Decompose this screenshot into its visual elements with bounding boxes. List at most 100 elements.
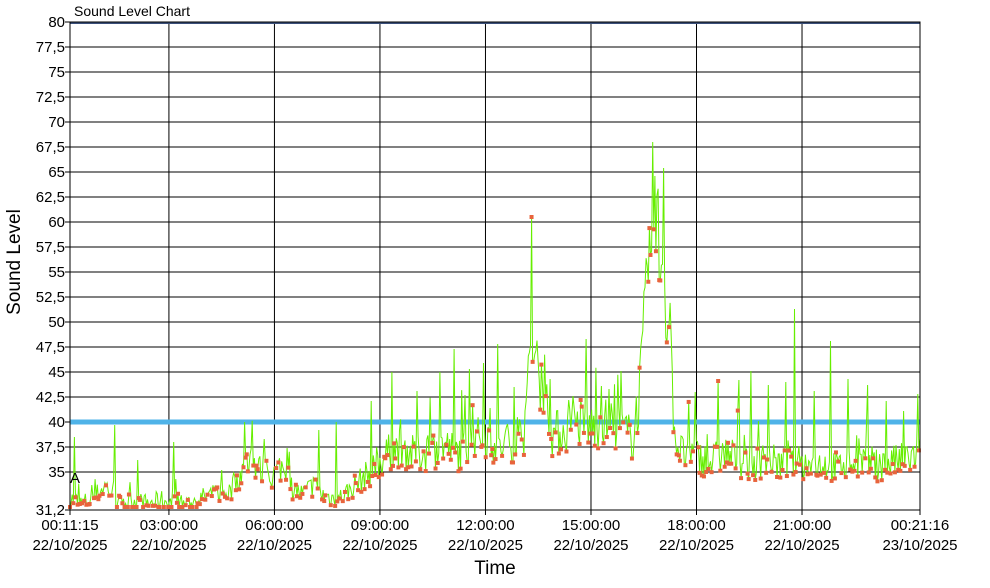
data-point-marker xyxy=(169,505,174,509)
data-point-marker xyxy=(588,431,593,436)
data-point-marker xyxy=(755,446,760,451)
data-point-marker xyxy=(549,436,554,441)
data-point-marker xyxy=(430,440,435,445)
data-point-marker xyxy=(251,463,256,468)
x-tick-time: 09:00:00 xyxy=(351,517,409,534)
data-point-marker xyxy=(697,470,702,475)
chart-title: Sound Level Chart xyxy=(74,3,190,19)
x-axis-ticks: 00:11:15 22/10/2025 03:00:00 22/10/2025 06:0… xyxy=(32,510,958,554)
data-point-marker xyxy=(286,465,291,470)
data-point-marker xyxy=(469,442,474,447)
data-point-marker xyxy=(489,453,494,458)
data-point-marker xyxy=(413,459,418,464)
data-point-marker xyxy=(793,469,798,474)
data-point-marker xyxy=(322,499,327,504)
data-point-marker xyxy=(290,497,295,502)
data-point-marker xyxy=(543,394,548,399)
data-point-marker xyxy=(794,461,799,466)
data-point-marker xyxy=(651,227,656,232)
data-point-marker xyxy=(278,478,283,483)
data-point-marker xyxy=(217,498,222,503)
y-tick-label: 75 xyxy=(48,64,65,81)
y-tick-label: 60 xyxy=(48,214,65,231)
data-point-marker xyxy=(426,451,431,456)
data-point-marker xyxy=(84,502,89,507)
data-point-marker xyxy=(244,452,249,457)
data-point-marker xyxy=(731,443,736,448)
data-point-marker xyxy=(483,455,488,460)
data-point-marker xyxy=(863,456,868,461)
data-point-marker xyxy=(712,444,717,449)
data-point-marker xyxy=(908,467,913,472)
data-point-marker xyxy=(131,505,136,509)
data-point-marker xyxy=(215,485,220,490)
data-point-marker xyxy=(399,463,404,468)
data-point-marker xyxy=(860,470,865,475)
data-point-marker xyxy=(511,460,516,465)
data-point-marker xyxy=(671,430,676,435)
data-point-marker xyxy=(380,472,385,477)
data-point-marker xyxy=(328,503,333,508)
data-point-marker xyxy=(411,444,416,449)
x-tick-date: 22/10/2025 xyxy=(32,537,107,554)
data-point-marker xyxy=(313,477,318,482)
data-point-marker xyxy=(385,453,390,458)
data-point-marker xyxy=(725,440,730,445)
data-point-marker xyxy=(764,470,769,475)
data-point-marker xyxy=(586,440,591,445)
data-point-marker xyxy=(288,487,293,492)
data-point-marker xyxy=(683,463,688,468)
data-point-marker xyxy=(590,431,595,436)
data-point-marker xyxy=(372,461,377,466)
data-point-marker xyxy=(303,485,308,490)
series-markers xyxy=(68,215,921,509)
data-point-marker xyxy=(157,505,162,509)
data-point-marker xyxy=(388,467,393,472)
data-point-marker xyxy=(848,467,853,472)
data-point-marker xyxy=(401,445,406,450)
data-point-marker xyxy=(96,497,101,502)
data-point-marker xyxy=(441,456,446,461)
data-point-marker xyxy=(541,410,546,415)
data-point-marker xyxy=(239,481,244,486)
data-point-marker xyxy=(898,468,903,473)
data-point-marker xyxy=(146,503,151,508)
data-point-marker xyxy=(646,279,651,284)
data-point-marker xyxy=(833,450,838,455)
data-point-marker xyxy=(75,502,80,507)
data-point-marker xyxy=(782,448,787,453)
data-point-marker xyxy=(871,456,876,461)
data-point-marker xyxy=(733,466,738,471)
y-tick-label: 72,5 xyxy=(36,89,65,106)
data-point-marker xyxy=(739,476,744,481)
data-point-marker xyxy=(493,457,498,462)
data-point-marker xyxy=(393,456,398,461)
data-point-marker xyxy=(564,449,569,454)
data-point-marker xyxy=(706,466,711,471)
data-point-marker xyxy=(458,466,463,471)
data-point-marker xyxy=(784,474,789,479)
data-point-marker xyxy=(832,476,837,481)
data-point-marker xyxy=(912,464,917,469)
data-point-marker xyxy=(653,249,658,254)
data-point-marker xyxy=(577,441,582,446)
data-point-marker xyxy=(521,452,526,457)
data-point-marker xyxy=(126,492,131,497)
data-point-marker xyxy=(579,404,584,409)
plot-frame xyxy=(69,21,921,511)
data-point-marker xyxy=(758,476,763,481)
chart-annotation: A xyxy=(70,470,80,487)
data-point-marker xyxy=(647,226,652,231)
data-point-marker xyxy=(696,445,701,450)
data-point-marker xyxy=(916,448,921,453)
data-point-marker xyxy=(346,497,351,502)
data-point-marker xyxy=(775,475,780,480)
x-tick-time: 15:00:00 xyxy=(562,517,620,534)
data-point-marker xyxy=(323,493,328,498)
y-tick-label: 62,5 xyxy=(36,189,65,206)
data-point-marker xyxy=(627,422,632,427)
data-point-marker xyxy=(71,501,76,506)
data-point-marker xyxy=(890,462,895,467)
